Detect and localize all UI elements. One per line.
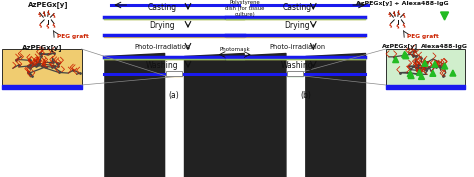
- Polygon shape: [392, 57, 399, 63]
- Text: Casting: Casting: [283, 3, 312, 12]
- Text: (a): (a): [169, 91, 180, 100]
- Polygon shape: [417, 69, 422, 75]
- Text: Alexa488-IgG: Alexa488-IgG: [421, 44, 468, 49]
- Text: PEG graft: PEG graft: [407, 34, 438, 39]
- Text: Casting: Casting: [147, 3, 177, 12]
- Text: Drying: Drying: [149, 21, 175, 30]
- Polygon shape: [419, 73, 424, 79]
- Text: PEG graft: PEG graft: [57, 34, 89, 39]
- Text: Drying: Drying: [284, 21, 310, 30]
- Polygon shape: [430, 70, 436, 76]
- Bar: [166, 71, 182, 76]
- Text: Washing: Washing: [281, 61, 314, 70]
- Bar: [2, 49, 82, 89]
- Text: (b): (b): [300, 91, 311, 100]
- Bar: [287, 71, 303, 76]
- Polygon shape: [422, 60, 428, 66]
- Text: Washing: Washing: [146, 61, 178, 70]
- Text: Photo-irradiation: Photo-irradiation: [269, 44, 326, 50]
- Text: Polystyrene
dish (for tissue
culture): Polystyrene dish (for tissue culture): [225, 0, 264, 17]
- Text: AzPEGx[y]: AzPEGx[y]: [21, 44, 62, 51]
- Polygon shape: [450, 70, 456, 76]
- Bar: [386, 49, 465, 89]
- Polygon shape: [442, 63, 448, 69]
- Polygon shape: [407, 71, 413, 77]
- Polygon shape: [432, 61, 438, 67]
- Text: AzPEGx[y]: AzPEGx[y]: [27, 1, 68, 8]
- Text: Photo-irradiation: Photo-irradiation: [134, 44, 190, 50]
- Polygon shape: [408, 73, 414, 79]
- Text: Photomask: Photomask: [219, 47, 250, 52]
- Text: AzPEGx[y]: AzPEGx[y]: [382, 44, 418, 49]
- Polygon shape: [401, 51, 408, 57]
- Text: AzPEGx[y] + Alexa488-IgG: AzPEGx[y] + Alexa488-IgG: [356, 1, 449, 6]
- Polygon shape: [441, 12, 448, 20]
- Polygon shape: [403, 53, 409, 59]
